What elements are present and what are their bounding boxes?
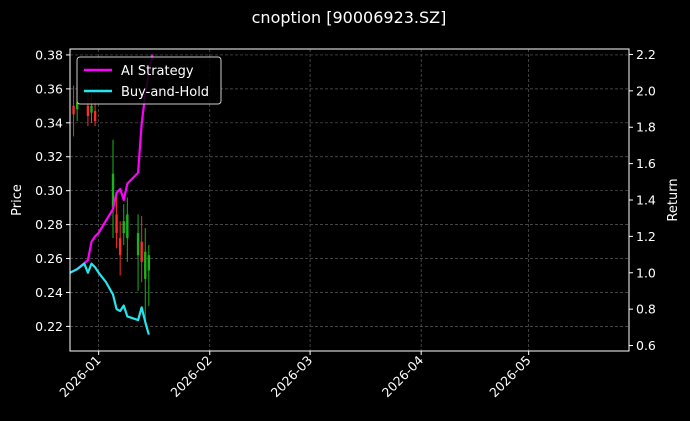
grid-layer — [70, 49, 629, 351]
chart-title: cnoption [90006923.SZ] — [252, 8, 447, 27]
right-tick-label: 1.2 — [636, 229, 656, 244]
left-tick-label: 0.26 — [35, 251, 63, 266]
legend-label-buy-and-hold: Buy-and-Hold — [121, 85, 209, 100]
left-tick-label: 0.28 — [35, 217, 63, 232]
candle-body — [93, 110, 97, 122]
candlestick — [147, 244, 151, 307]
candle-body — [136, 233, 140, 256]
right-tick-label: 0.8 — [636, 302, 656, 317]
candle-body — [75, 102, 79, 110]
legend-label-ai-strategy: AI Strategy — [121, 64, 194, 79]
candle-body — [126, 214, 129, 239]
candlestick — [93, 100, 97, 127]
right-tick-label: 1.8 — [636, 120, 656, 135]
candle-body — [86, 105, 90, 117]
candlestick — [118, 221, 122, 276]
candle-body — [140, 241, 143, 262]
left-tick-label: 0.38 — [35, 47, 63, 62]
candle-body — [118, 238, 122, 256]
candle-body — [144, 251, 147, 279]
left-tick-label: 0.34 — [35, 115, 63, 130]
candlestick — [144, 227, 147, 324]
candlestick — [140, 216, 143, 283]
left-tick-label: 0.36 — [35, 81, 63, 96]
right-tick-label: 2.0 — [636, 83, 656, 98]
right-return-axis: 0.6 0.8 1.0 1.2 1.4 1.6 1.8 2.0 2.2 — [629, 47, 656, 353]
candle-body — [72, 105, 75, 115]
candlestick — [126, 197, 129, 262]
candlestick — [136, 214, 140, 291]
candlestick — [72, 85, 75, 137]
left-tick-label: 0.24 — [35, 285, 63, 300]
legend-box — [76, 56, 222, 105]
right-tick-label: 0.6 — [636, 338, 656, 353]
right-tick-label: 1.0 — [636, 265, 656, 280]
left-tick-label: 0.22 — [35, 319, 63, 334]
candlestick — [111, 139, 115, 239]
legend: AI Strategy Buy-and-Hold — [76, 56, 222, 105]
candle-body — [147, 255, 151, 271]
candle-body — [111, 173, 115, 208]
right-tick-label: 1.4 — [636, 193, 656, 208]
candle-body — [90, 105, 93, 113]
right-axis-label: Return — [666, 178, 681, 221]
left-tick-label: 0.32 — [35, 149, 63, 164]
candle-body — [115, 214, 118, 234]
candlestick — [122, 204, 125, 245]
series-line-buy-and-hold — [69, 262, 150, 335]
left-price-axis: 0.22 0.24 0.26 0.28 0.30 0.32 0.34 0.36 0.38 — [35, 47, 70, 334]
return-lines-layer — [69, 54, 154, 335]
candle-body — [122, 221, 125, 234]
right-tick-label: 2.2 — [636, 47, 656, 62]
right-tick-label: 1.6 — [636, 156, 656, 171]
left-tick-label: 0.30 — [35, 183, 63, 198]
candlestick — [115, 194, 118, 249]
left-axis-label: Price — [10, 184, 25, 216]
